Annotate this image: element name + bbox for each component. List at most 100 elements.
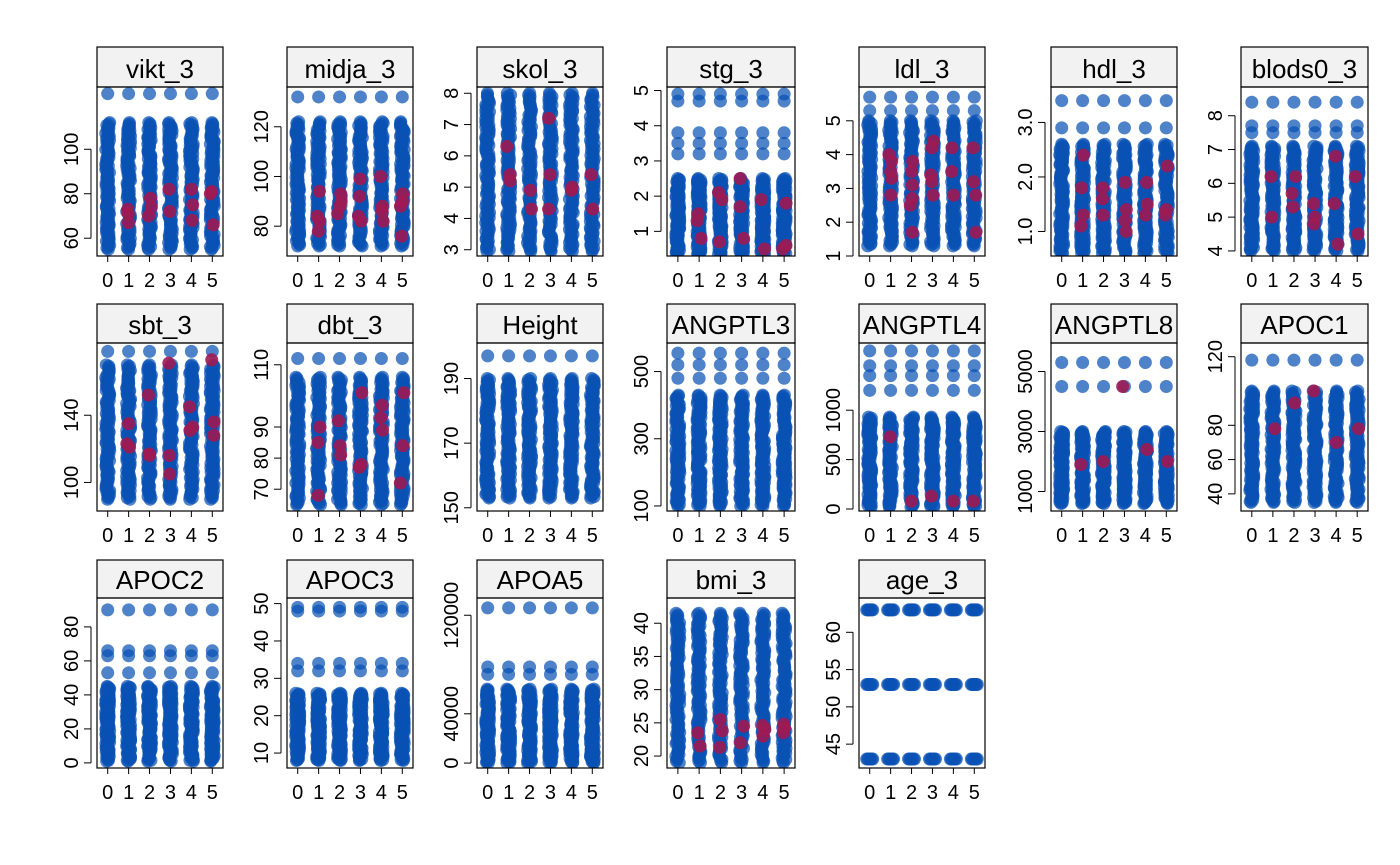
- observed-point: [184, 87, 198, 101]
- observed-point: [586, 87, 600, 100]
- observed-point: [755, 172, 769, 186]
- x-tick-label: 5: [207, 270, 218, 292]
- observed-point: [1329, 119, 1343, 133]
- y-tick-label: 3: [823, 183, 845, 194]
- x-tick-label: 2: [715, 270, 726, 292]
- observed-point: [1307, 139, 1321, 153]
- imputed-point: [163, 205, 177, 219]
- imputed-point: [757, 242, 771, 256]
- y-tick-label: 2.0: [1015, 163, 1037, 191]
- imputed-point: [884, 188, 898, 202]
- imputed-point: [353, 172, 367, 186]
- observed-point: [735, 147, 749, 161]
- observed-point: [480, 87, 494, 100]
- observed-point: [735, 126, 749, 140]
- y-tick-label: 140: [61, 399, 83, 432]
- panel-title: ldl_3: [895, 54, 950, 84]
- x-tick-label: 2: [1098, 270, 1109, 292]
- panel-title: stg_3: [699, 54, 763, 84]
- observed-point: [500, 87, 514, 100]
- x-tick-label: 3: [545, 270, 556, 292]
- observed-point: [1055, 137, 1069, 151]
- imputed-point: [1118, 214, 1132, 228]
- x-tick-label: 3: [165, 525, 176, 547]
- imputed-point: [1096, 192, 1110, 206]
- x-tick-label: 1: [503, 270, 514, 292]
- points: [1243, 95, 1366, 256]
- imputed-point: [121, 202, 135, 216]
- observed-point: [969, 114, 983, 128]
- plot-frame: [96, 342, 224, 512]
- points: [669, 87, 793, 256]
- points: [99, 344, 221, 506]
- panel-title: hdl_3: [1082, 54, 1146, 84]
- imputed-point: [207, 415, 221, 429]
- imputed-point: [1285, 186, 1299, 200]
- x-tick-label: 0: [672, 270, 683, 292]
- observed-point: [394, 115, 408, 129]
- observed-point: [163, 344, 177, 358]
- y-tick-label: 6: [1205, 178, 1227, 189]
- observed-point: [103, 116, 117, 130]
- imputed-point: [779, 196, 793, 210]
- observed-point: [1287, 119, 1301, 133]
- observed-point: [205, 87, 219, 101]
- panel-strip: [286, 303, 414, 344]
- observed-point: [184, 344, 198, 358]
- y-tick-label: 7: [1205, 144, 1227, 155]
- imputed-point: [375, 199, 389, 213]
- x-tick-label: 5: [587, 270, 598, 292]
- y-tick-label: 80: [251, 215, 273, 237]
- imputed-point: [1076, 148, 1090, 162]
- imputed-point: [1327, 197, 1341, 211]
- observed-point: [185, 358, 199, 372]
- panel-title: midja_3: [304, 54, 395, 84]
- plot-frame: [858, 86, 986, 257]
- imputed-point: [733, 200, 747, 214]
- imputed-point: [311, 224, 325, 238]
- imputed-point: [905, 165, 919, 178]
- imputed-point: [310, 209, 324, 223]
- y-tick-label: 2: [823, 217, 845, 228]
- observed-point: [291, 90, 305, 104]
- observed-point: [884, 104, 898, 118]
- observed-point: [671, 172, 685, 186]
- observed-point: [713, 87, 727, 101]
- x-tick-label: 4: [186, 525, 197, 547]
- imputed-point: [205, 185, 219, 199]
- imputed-point: [1289, 170, 1303, 184]
- imputed-point: [969, 225, 983, 239]
- imputed-point: [374, 169, 388, 183]
- imputed-point: [500, 139, 514, 153]
- observed-point: [1308, 95, 1322, 109]
- observed-point: [713, 126, 727, 140]
- imputed-point: [927, 134, 941, 148]
- imputed-point: [351, 209, 365, 223]
- imputed-point: [967, 175, 981, 189]
- observed-point: [163, 87, 177, 101]
- points: [289, 90, 411, 253]
- x-tick-label: 5: [1161, 270, 1172, 292]
- x-tick-label: 4: [566, 270, 577, 292]
- x-tick-label: 3: [1119, 270, 1130, 292]
- x-tick-label: 0: [1056, 270, 1067, 292]
- imputed-point: [754, 193, 768, 207]
- y-tick-label: 4: [1205, 245, 1227, 256]
- x-tick-label: 5: [1352, 270, 1363, 292]
- observed-point: [925, 90, 939, 104]
- observed-point: [863, 90, 877, 104]
- x-tick-label: 1: [694, 270, 705, 292]
- points: [861, 90, 983, 253]
- observed-point: [1245, 119, 1259, 133]
- observed-point: [1055, 121, 1069, 135]
- y-tick-label: 80: [61, 183, 83, 205]
- observed-point: [967, 90, 981, 104]
- imputed-point: [523, 183, 537, 197]
- x-tick-label: 4: [376, 270, 387, 292]
